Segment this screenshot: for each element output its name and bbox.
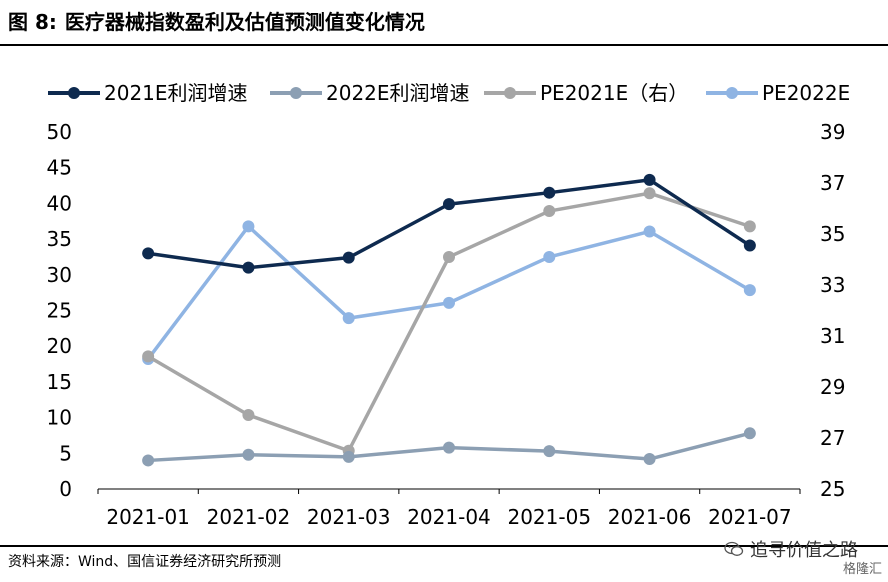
y-left-tick-label: 20	[47, 334, 72, 358]
data-point	[342, 312, 355, 325]
figure-label: 图 8:	[8, 10, 57, 34]
watermark-sub: 格隆汇	[842, 562, 882, 577]
x-tick-label: 2021-01	[106, 505, 190, 529]
y-left-tick-label: 50	[47, 120, 72, 144]
data-point	[443, 296, 455, 309]
x-tick-label: 2021-06	[608, 505, 692, 529]
y-right-tick-label: 39	[820, 120, 845, 144]
data-point	[643, 453, 656, 466]
legend-label: 2022E利润增速	[326, 81, 470, 105]
x-axis: 2021-01 2021-02 2021-03 2021-04 2021-05 2021-…	[97, 489, 801, 529]
y-right-tick-label: 37	[820, 171, 845, 195]
y-right-tick-label: 31	[820, 324, 845, 348]
data-point	[342, 450, 355, 463]
data-point	[743, 239, 756, 252]
title-divider	[0, 44, 888, 46]
y-left-tick-label: 10	[47, 406, 72, 430]
legend-marker	[726, 87, 738, 99]
watermark-text: 追寻价值之路	[750, 540, 858, 561]
series-line	[147, 191, 751, 453]
y-right-tick-label: 27	[820, 426, 845, 450]
y-right-tick-label: 25	[820, 477, 845, 501]
series-3	[142, 220, 756, 365]
y-axis-right: 25 27 29 31 33 35 37 39	[820, 120, 845, 501]
data-point	[242, 220, 255, 233]
series-2	[142, 187, 756, 457]
series-group	[142, 173, 756, 467]
data-point	[743, 427, 756, 440]
data-point	[342, 251, 355, 264]
data-point	[543, 186, 556, 199]
data-point	[142, 247, 155, 260]
y-axis-left: 0 5 10 15 20 25 30 35 40 45 50	[47, 120, 72, 501]
legend-label: PE2021E（右）	[540, 81, 688, 105]
y-left-tick-label: 15	[47, 370, 72, 394]
data-point	[242, 448, 255, 461]
figure-title: 图 8: 医疗器械指数盈利及估值预测值变化情况	[8, 0, 425, 44]
source-note: 资料来源：Wind、国信证券经济研究所预测	[8, 554, 282, 570]
x-tick-label: 2021-04	[407, 505, 491, 529]
y-right-tick-label: 35	[820, 222, 845, 246]
data-point	[643, 225, 656, 238]
y-right-tick-label: 29	[820, 375, 845, 399]
data-point	[743, 284, 756, 297]
data-point	[242, 261, 255, 274]
data-point	[743, 220, 756, 233]
wechat-icon	[724, 541, 744, 556]
x-tick-label: 2021-07	[708, 505, 792, 529]
data-point	[643, 187, 656, 200]
x-tick-label: 2021-05	[507, 505, 591, 529]
legend-label: 2021E利润增速	[104, 81, 248, 105]
series-0	[142, 173, 756, 274]
data-point	[142, 350, 155, 363]
legend-item: PE2022E	[706, 81, 850, 105]
watermark: 追寻价值之路	[724, 536, 858, 562]
y-left-tick-label: 25	[47, 299, 72, 323]
legend: 2021E利润增速 2022E利润增速 PE2021E（右） PE2022E	[48, 81, 850, 105]
data-point	[443, 250, 455, 263]
chart-svg: 2021E利润增速 2022E利润增速 PE2021E（右） PE2022E 0 5 10…	[47, 81, 851, 529]
legend-item: 2022E利润增速	[270, 81, 470, 105]
y-left-tick-label: 40	[47, 191, 72, 215]
y-left-tick-label: 45	[47, 156, 72, 180]
y-left-tick-label: 5	[59, 441, 72, 465]
chart-title: 医疗器械指数盈利及估值预测值变化情况	[64, 10, 425, 34]
series-1	[142, 427, 756, 467]
x-tick-label: 2021-03	[307, 505, 391, 529]
data-point	[142, 454, 155, 467]
data-point	[242, 409, 255, 422]
y-left-tick-label: 35	[47, 227, 72, 251]
data-point	[443, 198, 455, 211]
legend-item: PE2021E（右）	[484, 81, 688, 105]
series-line	[146, 224, 751, 361]
data-point	[543, 250, 556, 263]
x-tick-label: 2021-02	[207, 505, 291, 529]
legend-label: PE2022E	[762, 81, 850, 105]
data-point	[643, 173, 656, 186]
data-point	[543, 205, 556, 218]
legend-item: 2021E利润增速	[48, 81, 248, 105]
y-left-tick-label: 30	[47, 263, 72, 287]
legend-marker	[290, 87, 302, 99]
data-point	[543, 445, 556, 458]
footer-divider	[0, 545, 888, 547]
y-right-tick-label: 33	[820, 273, 845, 297]
y-left-tick-label: 0	[59, 477, 72, 501]
legend-marker	[504, 87, 516, 99]
data-point	[443, 441, 455, 454]
legend-marker	[68, 87, 80, 99]
